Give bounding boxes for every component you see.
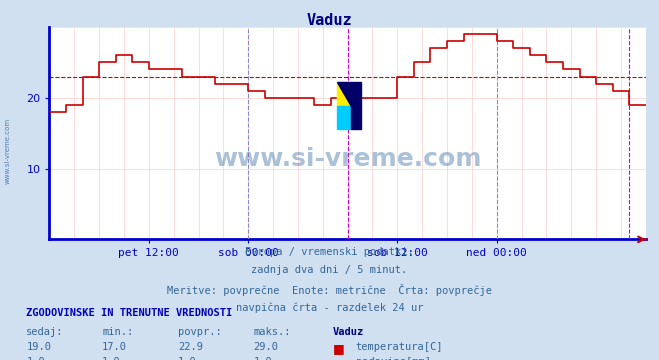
- Text: 1.0: 1.0: [26, 357, 45, 360]
- Text: 29.0: 29.0: [254, 342, 279, 352]
- Text: 1.0: 1.0: [178, 357, 196, 360]
- Text: 17.0: 17.0: [102, 342, 127, 352]
- Text: Vaduz: Vaduz: [306, 13, 353, 28]
- Text: ■: ■: [333, 342, 345, 355]
- Text: ■: ■: [333, 357, 345, 360]
- Bar: [337, 82, 351, 105]
- Text: min.:: min.:: [102, 327, 133, 337]
- Text: zadnja dva dni / 5 minut.: zadnja dva dni / 5 minut.: [251, 265, 408, 275]
- Text: padavine[mm]: padavine[mm]: [356, 357, 431, 360]
- Polygon shape: [337, 82, 351, 105]
- Text: 19.0: 19.0: [26, 342, 51, 352]
- Text: Evropa / vremenski podatki.: Evropa / vremenski podatki.: [245, 247, 414, 257]
- Text: 1.0: 1.0: [102, 357, 121, 360]
- Text: 22.9: 22.9: [178, 342, 203, 352]
- Bar: [351, 82, 361, 129]
- Text: 1.0: 1.0: [254, 357, 272, 360]
- Text: Vaduz: Vaduz: [333, 327, 364, 337]
- Text: ZGODOVINSKE IN TRENUTNE VREDNOSTI: ZGODOVINSKE IN TRENUTNE VREDNOSTI: [26, 308, 233, 318]
- Text: navpična črta - razdelek 24 ur: navpična črta - razdelek 24 ur: [236, 303, 423, 313]
- Text: maks.:: maks.:: [254, 327, 291, 337]
- Text: Meritve: povprečne  Enote: metrične  Črta: povprečje: Meritve: povprečne Enote: metrične Črta:…: [167, 284, 492, 296]
- Text: www.si-vreme.com: www.si-vreme.com: [5, 118, 11, 184]
- Text: temperatura[C]: temperatura[C]: [356, 342, 444, 352]
- Text: sedaj:: sedaj:: [26, 327, 64, 337]
- Bar: [337, 105, 351, 129]
- Text: www.si-vreme.com: www.si-vreme.com: [214, 147, 481, 171]
- Text: povpr.:: povpr.:: [178, 327, 221, 337]
